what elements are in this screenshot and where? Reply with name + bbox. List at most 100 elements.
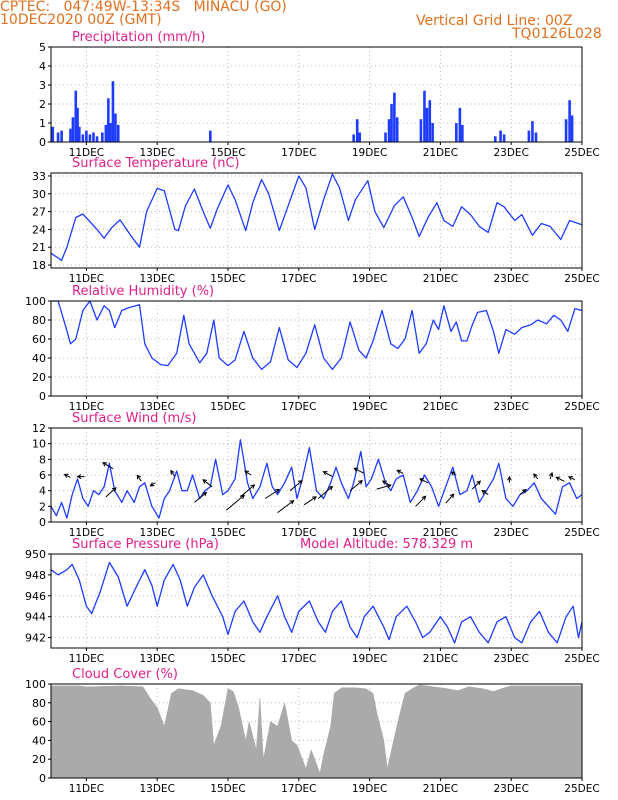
x-tick-label: 15DEC <box>210 273 245 285</box>
wind-arrow <box>202 479 213 488</box>
x-tick-label: 21DEC <box>423 783 458 795</box>
precip-bar <box>116 124 120 142</box>
series-line <box>50 439 583 519</box>
y-tick-label: 33 <box>32 170 46 183</box>
panel-annotation: Model Altitude: 578.329 m <box>300 537 473 552</box>
x-tick-label: 13DEC <box>139 147 174 159</box>
precip-bar <box>568 100 571 142</box>
y-tick-label: 100 <box>25 678 46 691</box>
y-tick-label: 3 <box>39 79 46 92</box>
precip-bar <box>423 90 426 142</box>
panel-1: 18 21 24 27 30 33 11DEC 13DEC 15DEC 17DEC 19DEC 21D… <box>32 156 600 285</box>
x-tick-label: 15DEC <box>210 527 245 539</box>
precip-bar <box>493 136 497 142</box>
panel-title: Surface Wind (m/s) <box>72 411 196 426</box>
y-tick-label: 5 <box>39 41 46 54</box>
x-tick-label: 17DEC <box>281 273 316 285</box>
x-tick-label: 21DEC <box>423 653 458 665</box>
precip-bar <box>355 119 359 142</box>
wind-arrow <box>349 480 363 492</box>
wind-arrow <box>322 471 333 478</box>
wind-arrow <box>415 495 427 507</box>
precip-bar <box>109 123 112 142</box>
x-tick-label: 17DEC <box>281 783 316 795</box>
y-tick-label: 0 <box>39 772 46 785</box>
panel-0: 0 1 2 3 4 5 11DEC 13DEC 15DEC 17DEC 19DEC 21DEC 23DE… <box>39 30 600 159</box>
y-tick-label: 4 <box>39 485 46 498</box>
precip-bar <box>101 132 104 142</box>
precip-bar <box>531 121 534 142</box>
header-date: 10DEC2020 00Z (GMT) <box>0 12 162 28</box>
cloud-area <box>50 684 583 779</box>
x-tick-label: 21DEC <box>423 401 458 413</box>
series-line <box>50 561 583 644</box>
x-tick-label: 11DEC <box>69 273 104 285</box>
wind-arrow <box>567 476 576 481</box>
wind-arrow <box>353 467 365 474</box>
precip-bar <box>114 113 117 142</box>
wind-arrow <box>396 469 404 474</box>
precip-bar <box>95 136 99 142</box>
wind-arrow <box>102 462 114 470</box>
x-tick-label: 15DEC <box>210 401 245 413</box>
y-tick-label: 4 <box>39 60 46 73</box>
precip-bar <box>387 119 391 142</box>
x-tick-label: 13DEC <box>139 783 174 795</box>
x-tick-label: 23DEC <box>493 401 528 413</box>
precip-bar <box>56 132 60 142</box>
wind-arrow <box>264 488 281 499</box>
precip-bar <box>461 124 464 142</box>
wind-arrow <box>555 476 565 482</box>
y-tick-label: 2 <box>39 98 46 111</box>
y-tick-label: 27 <box>32 206 46 219</box>
precip-bar <box>209 130 212 142</box>
y-tick-label: 2 <box>39 500 46 513</box>
y-tick-label: 80 <box>32 314 46 327</box>
precip-bar <box>60 130 63 142</box>
precip-bar <box>390 104 393 142</box>
precip-bar <box>76 107 79 142</box>
panel-title: Surface Temperature (nC) <box>72 156 240 171</box>
precip-bar <box>71 117 75 142</box>
x-tick-label: 11DEC <box>69 527 104 539</box>
x-tick-label: 21DEC <box>423 147 458 159</box>
y-tick-label: 1 <box>39 117 46 130</box>
panel-5: 0 20 40 60 80 100 11DEC 13DEC 15DEC 17DEC 19DEC 21D… <box>25 667 600 795</box>
series-line <box>51 300 583 371</box>
x-tick-label: 15DEC <box>210 147 245 159</box>
wind-arrow <box>244 470 252 476</box>
precip-bar <box>352 134 355 142</box>
panel-title: Surface Pressure (hPa) <box>72 537 219 552</box>
x-tick-label: 15DEC <box>210 783 245 795</box>
precip-bar <box>81 134 85 142</box>
panel-3: 0 2 4 6 8 10 12 11DEC 13DEC 15DEC 17DEC 19DEC 21DEC 2… <box>32 411 600 539</box>
precip-bar <box>499 130 502 142</box>
x-tick-label: 15DEC <box>210 653 245 665</box>
precip-bar <box>104 124 108 142</box>
wind-arrow <box>445 493 455 504</box>
y-tick-label: 21 <box>32 241 46 254</box>
x-tick-label: 17DEC <box>281 527 316 539</box>
y-tick-label: 24 <box>32 223 46 236</box>
precip-bar <box>78 126 81 142</box>
x-tick-label: 19DEC <box>352 273 387 285</box>
wind-arrow <box>76 474 85 479</box>
x-tick-label: 17DEC <box>281 147 316 159</box>
wind-arrow <box>149 482 156 487</box>
x-tick-label: 23DEC <box>493 783 528 795</box>
wind-arrow <box>289 480 303 492</box>
wind-arrow <box>63 473 71 478</box>
x-tick-label: 23DEC <box>493 653 528 665</box>
panel-frame <box>50 683 583 779</box>
x-tick-label: 25DEC <box>564 783 599 795</box>
x-tick-label: 19DEC <box>352 653 387 665</box>
panel-title: Relative Humidity (%) <box>72 284 214 299</box>
x-tick-label: 13DEC <box>139 527 174 539</box>
x-tick-label: 23DEC <box>493 273 528 285</box>
x-tick-label: 17DEC <box>281 653 316 665</box>
y-tick-label: 946 <box>25 590 46 603</box>
y-tick-label: 0 <box>39 516 46 529</box>
precip-bar <box>88 134 92 142</box>
panel-frame <box>50 46 583 143</box>
